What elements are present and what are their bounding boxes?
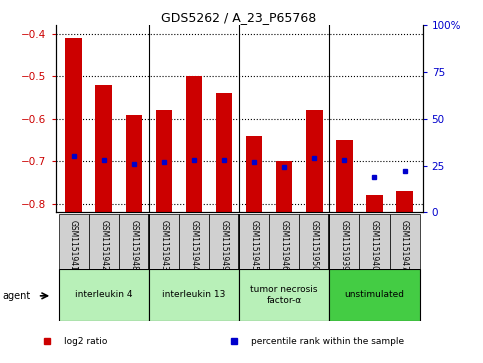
Bar [185, 76, 202, 212]
Text: GSM1151950: GSM1151950 [310, 220, 319, 271]
Bar [306, 110, 323, 212]
Bar [179, 214, 209, 270]
Bar [329, 269, 420, 321]
Text: GSM1151949: GSM1151949 [220, 220, 228, 271]
Text: GSM1151946: GSM1151946 [280, 220, 289, 271]
Text: GSM1151940: GSM1151940 [370, 220, 379, 271]
Text: interleukin 4: interleukin 4 [75, 290, 132, 299]
Text: GSM1151945: GSM1151945 [250, 220, 258, 271]
Text: unstimulated: unstimulated [344, 290, 404, 299]
Text: GSM1151942: GSM1151942 [99, 220, 108, 271]
Bar [299, 214, 329, 270]
Bar [239, 269, 329, 321]
Bar [336, 140, 353, 212]
Bar [119, 214, 149, 270]
Bar [58, 269, 149, 321]
Bar [396, 191, 413, 212]
Text: percentile rank within the sample: percentile rank within the sample [251, 337, 404, 346]
Text: log2 ratio: log2 ratio [64, 337, 108, 346]
Bar [65, 38, 82, 212]
Bar [149, 214, 179, 270]
Text: interleukin 13: interleukin 13 [162, 290, 226, 299]
Text: GSM1151943: GSM1151943 [159, 220, 169, 271]
Bar [366, 195, 383, 212]
Bar [329, 214, 359, 270]
Bar [89, 214, 119, 270]
Text: GSM1151939: GSM1151939 [340, 220, 349, 271]
Text: GSM1151947: GSM1151947 [400, 220, 409, 271]
Bar [58, 214, 89, 270]
Bar [239, 214, 269, 270]
Bar [156, 110, 172, 212]
Text: GSM1151948: GSM1151948 [129, 220, 138, 271]
Title: GDS5262 / A_23_P65768: GDS5262 / A_23_P65768 [161, 11, 317, 24]
Bar [149, 269, 239, 321]
Text: tumor necrosis
factor-α: tumor necrosis factor-α [251, 285, 318, 305]
Text: agent: agent [2, 291, 30, 301]
Bar [359, 214, 389, 270]
Bar [96, 85, 112, 212]
Bar [126, 115, 142, 212]
Bar [246, 136, 262, 212]
Text: GSM1151944: GSM1151944 [189, 220, 199, 271]
Bar [389, 214, 420, 270]
Bar [216, 93, 232, 212]
Bar [209, 214, 239, 270]
Text: GSM1151941: GSM1151941 [69, 220, 78, 271]
Bar [276, 162, 293, 212]
Bar [269, 214, 299, 270]
